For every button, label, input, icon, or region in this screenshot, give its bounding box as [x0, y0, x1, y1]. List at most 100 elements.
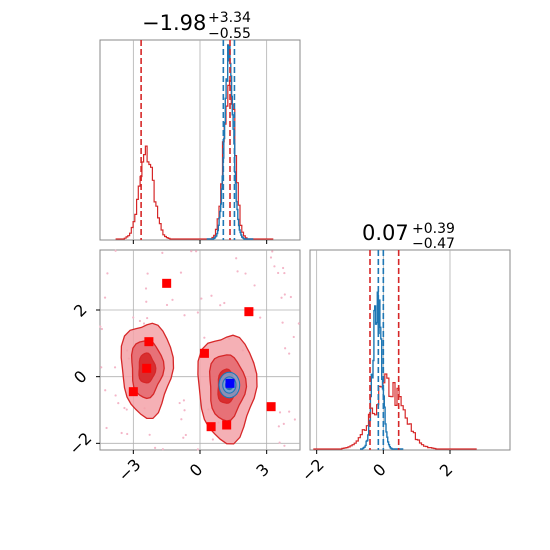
sample-dot — [138, 319, 142, 323]
joint-x-tick-label: −3 — [114, 455, 144, 485]
joint-x-tick-label: 0 — [186, 460, 207, 481]
hist-param2-frame — [309, 249, 511, 451]
sample-dot — [235, 257, 238, 260]
sample-dot — [125, 408, 128, 411]
joint-y-tick-label: −2 — [65, 429, 95, 459]
sample-dot — [180, 418, 183, 421]
sample-dot — [280, 296, 283, 299]
sample-dot — [278, 411, 282, 414]
joint-x-tick-labels: −3 0 3 — [114, 455, 273, 485]
hist-param2-x-tick-labels: −2 0 2 — [298, 455, 457, 485]
joint-y-tick-label: 0 — [70, 367, 91, 388]
scatter-point — [266, 402, 276, 412]
hist-param2-x-tick-label: −2 — [298, 455, 328, 485]
sample-dot — [105, 426, 108, 430]
sample-dot — [184, 433, 187, 437]
joint-x-tick-label: 3 — [252, 460, 273, 481]
scatter-point — [222, 420, 232, 430]
sample-dot — [281, 266, 285, 270]
scatter-point — [206, 422, 216, 432]
joint-y-tick-labels: −2 0 2 — [65, 300, 95, 459]
sample-dot — [292, 335, 295, 339]
hist-param2-red-series — [313, 373, 477, 450]
sample-dot — [165, 303, 169, 307]
sample-dot — [269, 256, 273, 259]
sample-dot — [142, 322, 146, 325]
sample-dot — [161, 448, 164, 451]
sample-dot — [289, 295, 292, 299]
sample-dot — [113, 366, 117, 369]
hist-param1-gridlines — [132, 40, 268, 244]
sample-dot — [161, 251, 164, 255]
sample-dot — [182, 436, 185, 439]
sample-dot — [99, 325, 102, 328]
sample-dot — [282, 422, 285, 425]
hist-param2-quantile-lines — [369, 250, 400, 450]
sample-dot — [284, 347, 287, 350]
joint-contours — [120, 322, 258, 445]
joint-scatter-points — [128, 278, 276, 432]
sample-dot — [103, 296, 107, 299]
sample-dot — [288, 352, 291, 355]
sample-dot — [200, 297, 203, 300]
hist-param2-x-tick-label: 0 — [369, 460, 390, 481]
joint-y-tick-label: 2 — [70, 300, 91, 321]
title-param1-value: −1.98 — [142, 11, 206, 35]
sample-dot — [132, 316, 135, 319]
sample-dot — [123, 406, 126, 410]
sample-dot — [219, 304, 222, 307]
sample-dot — [144, 287, 148, 290]
title-param1-minus: −0.55 — [208, 26, 251, 42]
title-param1: −1.98 +3.34 −0.55 — [142, 10, 251, 42]
hist-param2-x-tick-label: 2 — [436, 460, 457, 481]
sample-dot — [244, 272, 247, 275]
sample-dot — [178, 401, 181, 405]
sample-dot — [106, 272, 109, 275]
sample-dot — [273, 265, 276, 268]
sample-dot — [146, 272, 149, 275]
sample-dot — [288, 410, 291, 413]
sample-dot — [283, 271, 286, 275]
sample-dot — [203, 336, 206, 339]
hist-param1-panel — [99, 39, 301, 244]
title-param1-plus: +3.34 — [208, 10, 251, 26]
sample-dot — [253, 284, 256, 287]
truth-point-marker — [225, 378, 235, 388]
scatter-point — [142, 363, 152, 373]
sample-dot — [223, 301, 226, 305]
sample-dot — [117, 402, 120, 405]
sample-dot — [277, 425, 280, 428]
sample-dot — [271, 250, 274, 253]
sample-dot — [145, 300, 148, 303]
title-param2-plus: +0.39 — [412, 221, 455, 237]
sample-dot — [183, 314, 186, 317]
sample-dot — [196, 311, 199, 314]
sample-dot — [281, 321, 284, 324]
scatter-point — [144, 337, 154, 347]
sample-dot — [179, 271, 183, 274]
sample-dot — [278, 441, 281, 444]
sample-dot — [190, 250, 193, 253]
sample-dot — [283, 293, 286, 296]
scatter-point — [128, 387, 138, 397]
sample-dot — [293, 418, 296, 421]
sample-dot — [297, 322, 300, 325]
sample-dot — [100, 327, 103, 331]
sample-dot — [146, 316, 149, 320]
sample-dot — [171, 298, 174, 301]
sample-dot — [211, 438, 214, 441]
joint-panel: −3 0 3 −2 0 2 — [65, 249, 301, 485]
scatter-point — [244, 307, 254, 317]
sample-dot — [283, 444, 286, 447]
sample-dot — [120, 431, 123, 435]
sample-dot — [153, 446, 157, 450]
hist-param1-quantile-lines — [140, 40, 236, 240]
title-param2: 0.07 +0.39 −0.47 — [362, 221, 455, 252]
sample-dot — [100, 366, 103, 369]
hist-param2-panel: −2 0 2 — [298, 249, 511, 485]
sample-dot — [277, 271, 280, 275]
sample-dot — [236, 270, 239, 273]
sample-dot — [210, 294, 213, 297]
sample-dot — [114, 249, 117, 252]
